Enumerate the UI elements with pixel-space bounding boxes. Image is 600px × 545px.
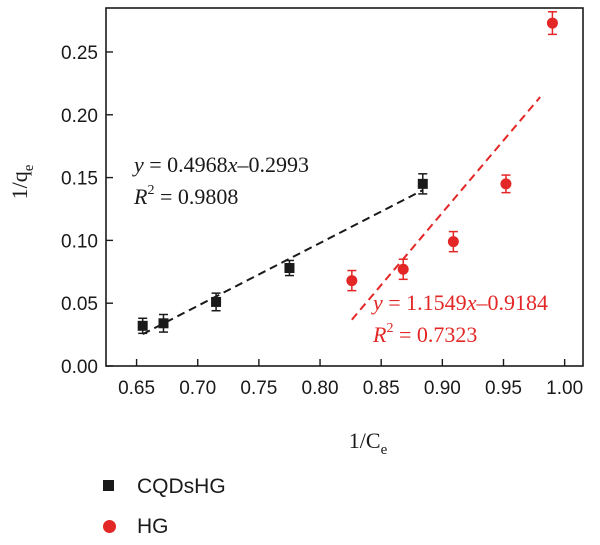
hg-fit-equation: y = 1.1549x–0.9184 xyxy=(371,290,548,315)
circle-marker-icon xyxy=(103,520,116,533)
hg-point-0 xyxy=(346,275,358,287)
cqdshg-point-3 xyxy=(284,263,295,274)
plot-labels: 1/Ce 1/qe y = 0.4968x–0.2993 R2 = 0.9808… xyxy=(7,152,548,458)
legend-label-hg: HG xyxy=(137,515,169,538)
x-axis-label: 1/Ce xyxy=(349,428,388,458)
x-tick-label-4: 0.85 xyxy=(363,378,400,399)
y-tick-label-2: 0.10 xyxy=(61,231,98,252)
plot-frame xyxy=(105,7,584,367)
hg-fit-line xyxy=(351,96,541,321)
hg-point-2 xyxy=(447,236,459,248)
plot-marks xyxy=(137,11,558,336)
cqdshg-point-1 xyxy=(158,318,169,329)
y-tick-label-3: 0.15 xyxy=(61,169,98,190)
hg-point-3 xyxy=(500,178,512,190)
x-tick-label-5: 0.90 xyxy=(424,378,461,399)
y-tick-label-4: 0.20 xyxy=(61,106,98,127)
x-tick-label-0: 0.65 xyxy=(118,378,155,399)
cqdshg-fit-r2: R2 = 0.9808 xyxy=(133,183,238,209)
plot-axes: 0.65 0.70 0.75 0.80 0.85 0.90 0.95 1.00 0.00 0.05… xyxy=(61,7,584,399)
x-tick-label-7: 1.00 xyxy=(546,378,583,399)
hg-point-1 xyxy=(397,263,409,275)
cqdshg-point-0 xyxy=(137,320,148,331)
y-tick-label-5: 0.25 xyxy=(61,43,98,64)
x-tick-label-2: 0.75 xyxy=(240,378,277,399)
y-tick-label-0: 0.00 xyxy=(61,357,98,378)
hg-fit-r2: R2 = 0.7323 xyxy=(372,321,477,347)
cqdshg-fit-equation: y = 0.4968x–0.2993 xyxy=(132,152,309,177)
legend-label-cqdshg: CQDsHG xyxy=(137,475,226,498)
y-tick-label-1: 0.05 xyxy=(61,294,98,315)
hg-point-4 xyxy=(546,17,558,29)
cqdshg-point-2 xyxy=(211,296,222,307)
y-axis-label: 1/qe xyxy=(7,164,37,199)
square-marker-icon xyxy=(103,480,114,491)
x-tick-label-1: 0.70 xyxy=(179,378,216,399)
cqdshg-fit-line xyxy=(142,189,424,336)
cqdshg-point-4 xyxy=(417,178,428,189)
x-tick-label-3: 0.80 xyxy=(302,378,339,399)
x-tick-label-6: 0.95 xyxy=(485,378,522,399)
chart-canvas: 0.65 0.70 0.75 0.80 0.85 0.90 0.95 1.00 0.00 0.05… xyxy=(7,7,584,458)
